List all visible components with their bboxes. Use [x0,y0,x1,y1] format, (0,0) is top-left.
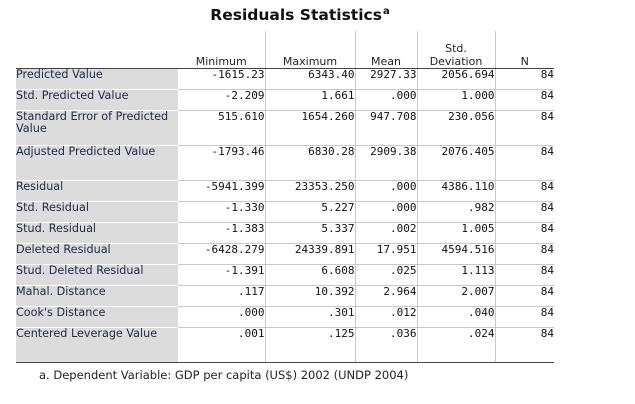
row-label: Std. Predicted Value [16,88,178,110]
row-label: Centered Leverage Value [16,326,178,363]
table-cell: 1.661 [264,88,355,110]
table-row: Predicted Value -1615.23 6343.40 2927.33 205… [16,67,554,89]
table-cell: 1654.260 [264,109,355,145]
table-cell: 2056.694 [416,67,495,89]
column-header-n: N [494,31,554,69]
table-cell: .301 [264,305,355,327]
table-cell: -1615.23 [178,67,265,89]
table-cell: 1.113 [416,263,495,285]
table-cell: .001 [178,326,265,363]
row-label: Stud. Deleted Residual [16,263,178,285]
table-cell: -1.383 [178,221,265,243]
column-header-row: Minimum Maximum Mean Std. Deviation N [16,31,554,69]
table-cell: .000 [354,200,417,222]
table-cell: 230.056 [416,109,495,145]
table-cell: .036 [354,326,417,363]
row-label: Cook's Distance [16,305,178,327]
footnote: a. Dependent Variable: GDP per capita (U… [39,368,409,382]
table-cell: 947.708 [354,109,417,145]
table-cell: .025 [354,263,417,285]
corner-cell [16,31,178,68]
column-header-maximum: Maximum [264,31,355,69]
row-label: Deleted Residual [16,242,178,264]
table-cell: 84 [494,263,554,285]
table-cell: -2.209 [178,88,265,110]
table-cell: 84 [494,221,554,243]
column-header-std-deviation: Std. Deviation [416,31,495,69]
table-row: Std. Predicted Value -2.209 1.661.000 1.000… [16,88,554,110]
table-row: Centered Leverage Value .001.125.036.024 8… [16,326,554,363]
table-cell: 2909.38 [354,144,417,180]
table-cell: .002 [354,221,417,243]
table-title-text: Residuals Statistics [210,6,382,25]
table-cell: -6428.279 [178,242,265,264]
table-row: Adjusted Predicted Value -1793.46 6830.28 2… [16,144,554,180]
table-cell: 4386.110 [416,179,495,201]
table-row: Stud. Residual -1.383 5.337.002 1.005 84 [16,221,554,243]
title-footnote-marker: a [382,6,390,17]
table-row: Cook's Distance .000.301.012.040 84 [16,305,554,327]
row-label: Standard Error of Predicted Value [16,109,178,145]
row-label: Mahal. Distance [16,284,178,306]
table-body: Predicted Value -1615.23 6343.40 2927.33 205… [16,67,554,363]
table-cell: 84 [494,88,554,110]
table-cell: 10.392 [264,284,355,306]
table-cell: -5941.399 [178,179,265,201]
table-cell: 2076.405 [416,144,495,180]
residuals-statistics-table: Minimum Maximum Mean Std. Deviation N Pr… [16,31,554,363]
table-cell: 1.000 [416,88,495,110]
table-cell: 5.337 [264,221,355,243]
row-label: Adjusted Predicted Value [16,144,178,180]
table-cell: 6.608 [264,263,355,285]
table-cell: .117 [178,284,265,306]
table-cell: .982 [416,200,495,222]
table-cell: 24339.891 [264,242,355,264]
table-row: Residual -5941.399 23353.250.000 4386.110 84 [16,179,554,201]
row-label: Residual [16,179,178,201]
table-cell: 23353.250 [264,179,355,201]
table-cell: 84 [494,179,554,201]
column-header-mean: Mean [354,31,417,69]
table-cell: 84 [494,242,554,264]
table-cell: 4594.516 [416,242,495,264]
table-cell: 1.005 [416,221,495,243]
table-title: Residuals Statisticsa [0,6,600,24]
table-cell: -1.391 [178,263,265,285]
table-cell: .024 [416,326,495,363]
table-cell: 84 [494,284,554,306]
column-header-minimum: Minimum [178,31,265,69]
table-cell: 6830.28 [264,144,355,180]
table-cell: 84 [494,109,554,145]
row-label: Predicted Value [16,67,178,89]
table-cell: -1.330 [178,200,265,222]
table-cell: 84 [494,144,554,180]
row-label: Std. Residual [16,200,178,222]
table-cell: -1793.46 [178,144,265,180]
table-row: Mahal. Distance .117 10.392 2.964 2.007 84 [16,284,554,306]
table-cell: .000 [354,88,417,110]
table-cell: .040 [416,305,495,327]
table-row: Std. Residual -1.330 5.227.000.982 84 [16,200,554,222]
table-cell: .012 [354,305,417,327]
row-label: Stud. Residual [16,221,178,243]
table-cell: 5.227 [264,200,355,222]
table-cell: 84 [494,305,554,327]
table-cell: .000 [354,179,417,201]
table-row: Stud. Deleted Residual -1.391 6.608.025 1.1… [16,263,554,285]
table-cell: 515.610 [178,109,265,145]
table-cell: 84 [494,67,554,89]
table-cell: 17.951 [354,242,417,264]
table-cell: 84 [494,200,554,222]
table-cell: 2.007 [416,284,495,306]
std-deviation-header-text: Std. Deviation [429,41,483,68]
table-cell: .125 [264,326,355,363]
table-cell: 2.964 [354,284,417,306]
table-cell: 6343.40 [264,67,355,89]
table-cell: 2927.33 [354,67,417,89]
table-row: Standard Error of Predicted Value 515.610… [16,109,554,145]
table-cell: .000 [178,305,265,327]
table-cell: 84 [494,326,554,363]
table-row: Deleted Residual -6428.279 24339.891 17.951… [16,242,554,264]
